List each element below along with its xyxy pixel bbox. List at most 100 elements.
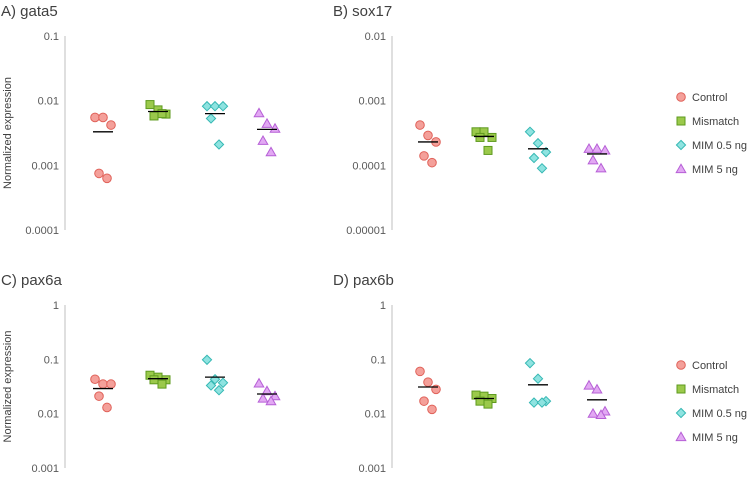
data-point xyxy=(253,377,265,388)
legend-marker xyxy=(676,360,686,370)
chart-panel-3: C) pax6a 1 0.1 0.01 0.001 Normalized expressi… xyxy=(1,272,281,475)
legend-label: Mismatch xyxy=(692,116,739,128)
data-point xyxy=(419,151,429,161)
data-point xyxy=(536,397,548,408)
data-point xyxy=(487,132,497,142)
y-tick-label: 0.0001 xyxy=(352,160,386,172)
data-point xyxy=(98,112,108,123)
legend-marker xyxy=(675,407,687,419)
data-point xyxy=(536,162,548,174)
data-point xyxy=(205,380,217,391)
data-point xyxy=(269,390,281,401)
data-point xyxy=(94,391,104,401)
panel-title: B) sox17 xyxy=(333,3,392,20)
data-point xyxy=(257,392,269,403)
data-point xyxy=(265,146,277,157)
legend-label: MIM 5 ng xyxy=(692,432,738,444)
y-tick-label: 0.001 xyxy=(31,463,59,475)
legend: Control Mismatch MIM 0.5 ng MIM 5 ng xyxy=(675,360,747,444)
y-axis-label: Normalized expression xyxy=(2,331,14,443)
data-point xyxy=(475,132,485,142)
data-point xyxy=(102,173,112,184)
data-point xyxy=(583,379,595,390)
data-point xyxy=(591,383,603,394)
data-point xyxy=(595,409,607,419)
panel-title: A) gata5 xyxy=(1,3,58,20)
y-tick-label: 0.01 xyxy=(365,409,386,421)
data-point xyxy=(265,395,277,406)
data-point xyxy=(201,354,213,366)
data-point xyxy=(591,143,603,153)
y-tick-label: 0.1 xyxy=(44,354,59,366)
data-point xyxy=(106,120,116,130)
data-point xyxy=(205,113,217,124)
y-tick-label: 0.0001 xyxy=(25,225,59,237)
data-point xyxy=(599,144,611,155)
data-point xyxy=(423,377,433,387)
data-point xyxy=(583,143,595,153)
legend-label: Control xyxy=(692,92,727,104)
data-point xyxy=(217,377,229,389)
data-point xyxy=(213,139,225,150)
data-point xyxy=(540,146,552,158)
data-point xyxy=(98,379,108,389)
legend-label: MIM 5 ng xyxy=(692,164,738,176)
legend-marker xyxy=(675,431,687,442)
y-tick-label: 0.1 xyxy=(371,354,386,366)
legend: Control Mismatch MIM 0.5 ng MIM 5 ng xyxy=(675,92,747,176)
data-point xyxy=(94,168,104,179)
data-point xyxy=(102,402,112,413)
legend-label: Mismatch xyxy=(692,384,739,396)
data-point xyxy=(261,385,273,396)
data-point xyxy=(157,379,167,389)
legend-marker xyxy=(675,139,687,151)
data-point xyxy=(217,100,229,112)
chart-panel-1: A) gata5 0.1 0.01 0.001 0.0001 Normalized exp… xyxy=(1,3,281,237)
y-tick-label: 0.01 xyxy=(365,31,386,43)
data-point xyxy=(423,130,433,141)
data-point xyxy=(483,399,493,409)
data-point xyxy=(106,379,116,389)
data-point xyxy=(145,100,155,110)
legend-label: MIM 0.5 ng xyxy=(692,408,747,420)
data-point xyxy=(483,145,493,155)
data-point xyxy=(532,137,544,149)
data-point xyxy=(524,357,536,369)
data-point xyxy=(528,152,540,164)
y-tick-label: 0.001 xyxy=(31,160,59,172)
y-tick-label: 0.001 xyxy=(358,96,386,108)
data-point xyxy=(253,107,265,118)
legend-marker xyxy=(676,116,686,126)
data-point xyxy=(427,157,437,168)
y-tick-label: 1 xyxy=(380,300,386,312)
y-tick-label: 0.01 xyxy=(38,96,59,108)
data-point xyxy=(149,375,159,385)
data-point xyxy=(524,126,536,138)
data-point xyxy=(90,374,100,385)
data-point xyxy=(587,154,599,165)
data-point xyxy=(201,100,213,112)
panel-title: C) pax6a xyxy=(1,272,63,289)
legend-marker xyxy=(675,163,687,174)
y-tick-label: 0.1 xyxy=(44,31,59,43)
data-point xyxy=(209,100,221,112)
data-point xyxy=(415,366,425,377)
data-point xyxy=(257,134,269,145)
legend-label: MIM 0.5 ng xyxy=(692,140,747,152)
data-point xyxy=(157,109,167,119)
data-point xyxy=(90,112,100,123)
panel-title: D) pax6b xyxy=(333,272,394,289)
data-point xyxy=(427,404,437,415)
y-tick-label: 0.001 xyxy=(358,463,386,475)
legend-label: Control xyxy=(692,360,727,372)
data-point xyxy=(213,384,225,396)
data-point xyxy=(149,111,159,121)
data-point xyxy=(261,117,273,128)
data-point xyxy=(528,397,540,408)
chart-panel-2: B) sox17 0.01 0.001 0.0001 0.00001 Control Mis… xyxy=(333,3,747,237)
y-tick-label: 0.01 xyxy=(38,409,59,421)
data-point xyxy=(415,120,425,130)
chart-panel-4: D) pax6b 1 0.1 0.01 0.001 Control Mismatch MIM … xyxy=(333,272,747,475)
data-point xyxy=(419,396,429,406)
